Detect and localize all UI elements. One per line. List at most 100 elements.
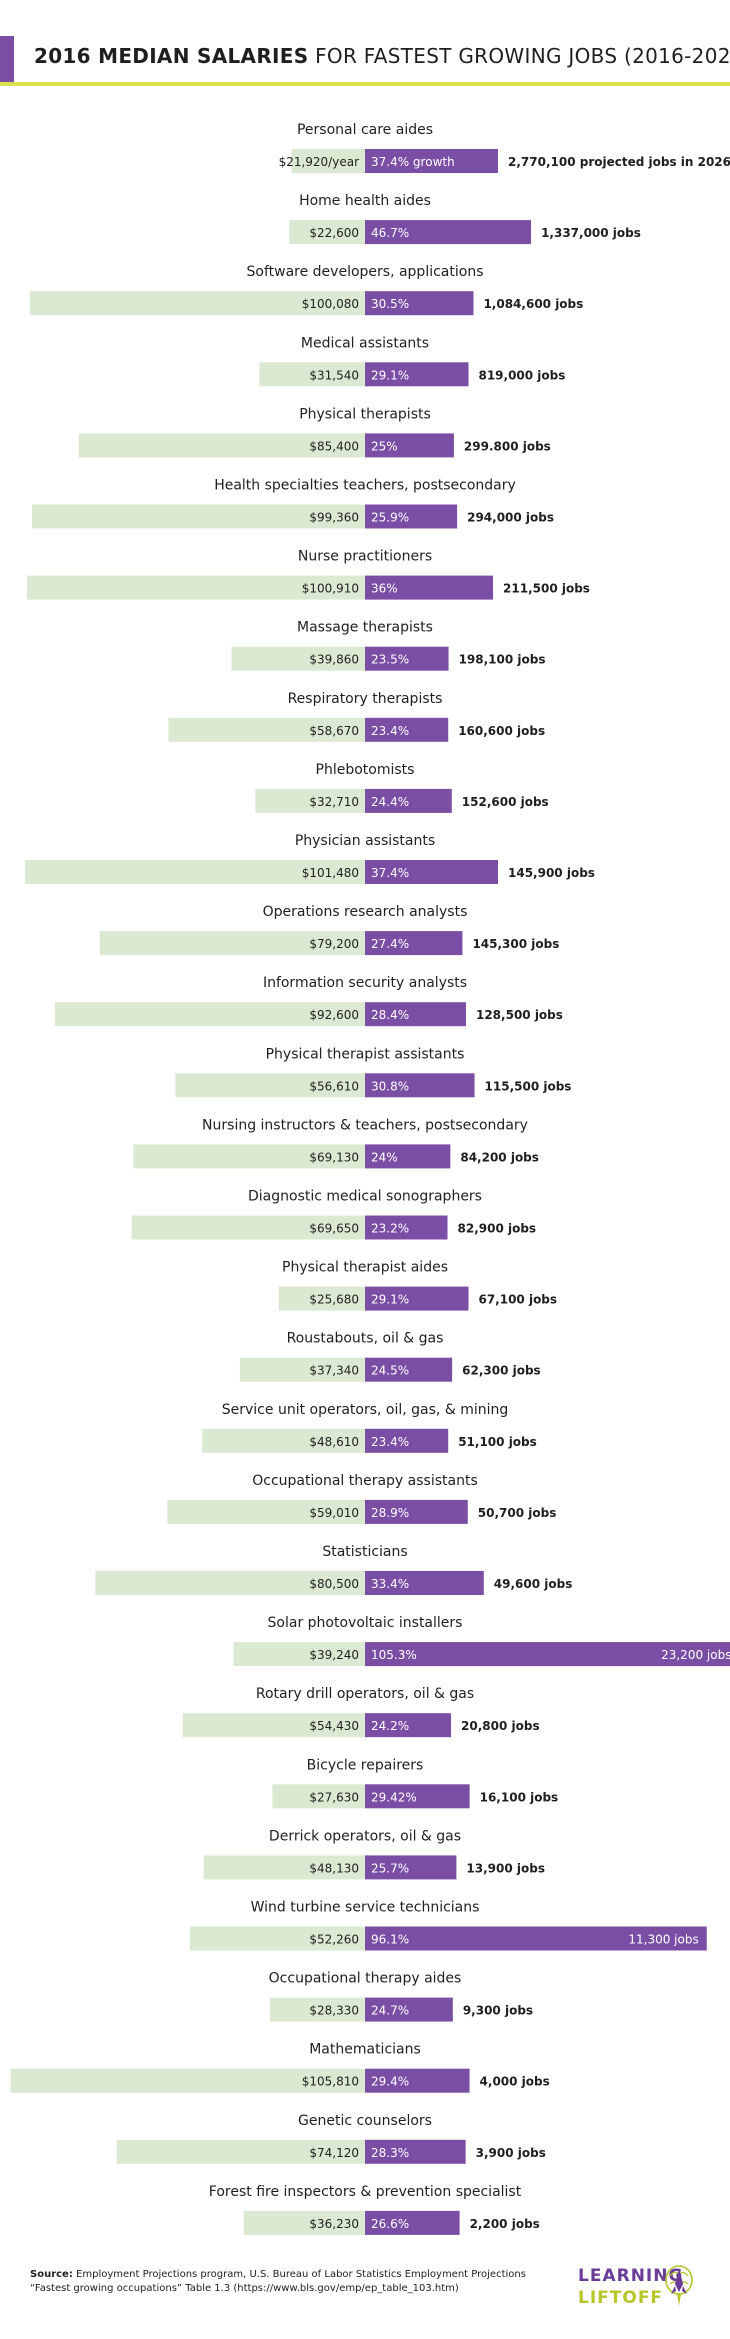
jobs-value: 51,100 jobs <box>458 1435 537 1449</box>
growth-value: 25% <box>371 439 398 453</box>
salary-bar <box>54 1002 365 1027</box>
growth-bar <box>365 788 452 813</box>
growth-bar <box>365 1713 452 1738</box>
salary-value: $69,130 <box>309 1150 359 1164</box>
salary-value: $101,480 <box>302 866 359 880</box>
jobs-value: 294,000 jobs <box>467 511 554 525</box>
job-label: Medical assistants <box>301 335 429 351</box>
salary-bar <box>278 1286 365 1311</box>
growth-bar <box>365 433 454 458</box>
job-label: Operations research analysts <box>263 904 468 920</box>
salary-value: $59,010 <box>309 1506 359 1520</box>
growth-value: 30.5% <box>371 297 409 311</box>
header-accent-tab <box>0 36 14 84</box>
salary-value: $37,340 <box>309 1364 359 1378</box>
growth-bar <box>365 149 498 173</box>
job-label: Wind turbine service technicians <box>251 1900 480 1916</box>
salary-bar <box>243 2210 365 2235</box>
salary-bar <box>10 2068 366 2093</box>
job-label: Physical therapist aides <box>282 1260 448 1276</box>
salary-value: $28,330 <box>309 2004 359 2018</box>
growth-bar <box>365 1997 453 2022</box>
salary-value: $36,230 <box>309 2217 359 2231</box>
jobs-value: 1,337,000 jobs <box>541 226 641 240</box>
salary-value: $27,630 <box>309 1790 359 1804</box>
salary-bar <box>99 931 366 956</box>
growth-bar <box>365 1428 449 1453</box>
salary-value: $105,810 <box>302 2075 359 2089</box>
job-label: Physical therapist assistants <box>266 1046 465 1062</box>
jobs-value: 1,084,600 jobs <box>483 297 583 311</box>
salary-value: $32,710 <box>309 795 359 809</box>
salary-value: $99,360 <box>309 511 359 525</box>
salary-bar <box>32 504 365 529</box>
salary-bar <box>26 575 365 600</box>
header-rule <box>0 82 730 86</box>
growth-value: 25.7% <box>371 1861 409 1875</box>
jobs-value: 16,100 jobs <box>480 1790 559 1804</box>
growth-value: 105.3% <box>371 1648 417 1662</box>
growth-value: 24.2% <box>371 1719 409 1733</box>
jobs-value: 211,500 jobs <box>503 582 590 596</box>
salary-value: $22,600 <box>309 226 359 240</box>
salary-bar <box>168 717 365 742</box>
job-label: Nurse practitioners <box>298 549 432 565</box>
growth-value: 23.4% <box>371 724 409 738</box>
growth-value: 26.6% <box>371 2217 409 2231</box>
job-label: Information security analysts <box>263 975 467 991</box>
growth-bar <box>365 575 494 600</box>
salary-value: $39,240 <box>309 1648 359 1662</box>
growth-bar <box>365 1357 453 1382</box>
jobs-value: 819,000 jobs <box>478 368 565 382</box>
growth-value: 24.4% <box>371 795 409 809</box>
source-line-1: Employment Projections program, U.S. Bur… <box>76 2269 526 2280</box>
salary-bar <box>116 2139 365 2164</box>
salary-value: $69,650 <box>309 1222 359 1236</box>
growth-bar <box>365 1499 468 1524</box>
salary-bar <box>167 1499 365 1524</box>
job-label: Massage therapists <box>297 620 433 636</box>
growth-bar <box>365 1286 469 1311</box>
salary-value: $92,600 <box>309 1008 359 1022</box>
salary-bar <box>189 1926 365 1951</box>
salary-bar <box>131 1215 365 1240</box>
growth-bar <box>365 220 532 245</box>
salary-value: $74,120 <box>309 2146 359 2160</box>
growth-value: 37.4% <box>371 866 409 880</box>
salary-bar <box>270 1997 365 2022</box>
growth-value: 28.4% <box>371 1008 409 1022</box>
jobs-value: 11,300 jobs <box>628 1933 698 1947</box>
salary-value: $54,430 <box>309 1719 359 1733</box>
growth-bar <box>365 1002 466 1027</box>
jobs-value: 13,900 jobs <box>466 1861 545 1875</box>
salary-value: $48,610 <box>309 1435 359 1449</box>
growth-value: 23.4% <box>371 1435 409 1449</box>
salary-bar <box>255 788 365 813</box>
job-label: Diagnostic medical sonographers <box>248 1189 482 1205</box>
job-label: Solar photovoltaic installers <box>268 1615 463 1631</box>
jobs-value: 145,900 jobs <box>508 866 595 880</box>
growth-bar <box>365 2210 460 2235</box>
job-label: Roustabouts, oil & gas <box>287 1331 444 1347</box>
salary-bar <box>231 646 365 671</box>
salary-value: $56,610 <box>309 1079 359 1093</box>
rocket-brain-icon <box>665 2265 693 2306</box>
growth-bar <box>365 1215 448 1240</box>
jobs-value: 50,700 jobs <box>478 1506 557 1520</box>
job-label: Software developers, applications <box>247 264 484 280</box>
title-rest: FOR FASTEST GROWING JOBS (2016-2026) <box>315 44 730 68</box>
jobs-value: 128,500 jobs <box>476 1008 563 1022</box>
growth-bar <box>365 931 463 956</box>
job-label: Personal care aides <box>297 122 433 138</box>
jobs-value: 160,600 jobs <box>458 724 545 738</box>
growth-bar <box>365 362 469 387</box>
jobs-value: 62,300 jobs <box>462 1364 541 1378</box>
growth-value: 30.8% <box>371 1079 409 1093</box>
growth-bar <box>365 1571 484 1595</box>
growth-value: 46.7% <box>371 226 409 240</box>
growth-value: 29.42% <box>371 1790 417 1804</box>
jobs-value: 299.800 jobs <box>464 439 551 453</box>
growth-value: 24% <box>371 1150 398 1164</box>
salary-value: $52,260 <box>309 1933 359 1947</box>
salary-bar <box>239 1357 365 1382</box>
